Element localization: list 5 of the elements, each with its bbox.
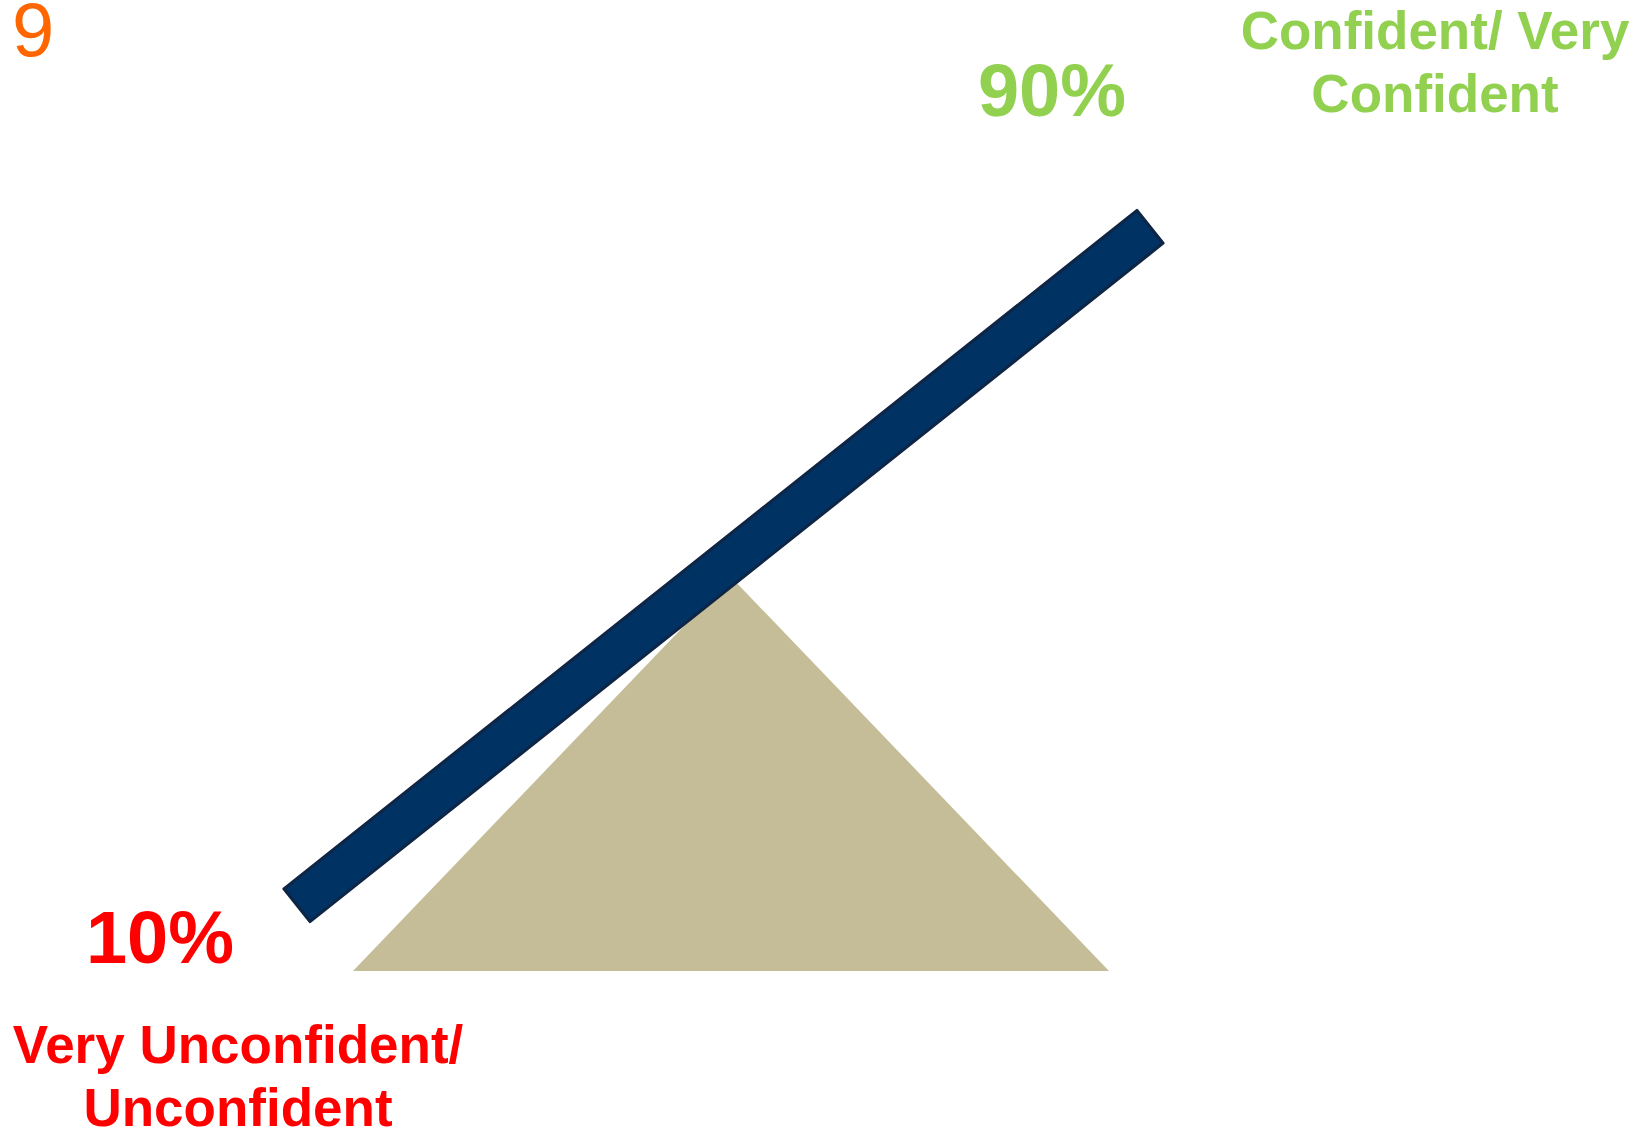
category-label: Very Unconfident/ Unconfident <box>12 1015 464 1132</box>
data-label: 10% <box>85 896 235 979</box>
text: 9 <box>12 0 55 72</box>
category-label: Confident/ Very Confident <box>1240 1 1630 123</box>
data-label: 90% <box>977 49 1127 132</box>
